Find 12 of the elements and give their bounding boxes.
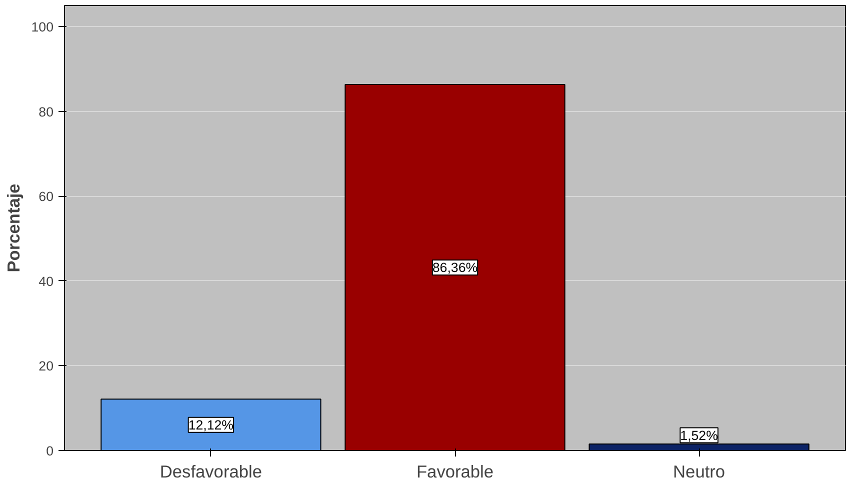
y-tick-label: 60 (38, 189, 54, 204)
y-tick-label: 80 (38, 104, 54, 120)
x-tick-label: Favorable (416, 462, 494, 482)
y-tick-label: 40 (38, 274, 54, 289)
data-label: 1,52% (680, 428, 718, 443)
y-axis-title: Porcentaje (3, 183, 24, 272)
x-tick-label: Desfavorable (160, 462, 262, 482)
y-tick-label: 0 (46, 444, 54, 458)
x-tick-label: Neutro (673, 462, 726, 482)
y-tick-label: 20 (38, 358, 54, 374)
y-tick-label: 100 (31, 20, 54, 35)
data-label: 12,12% (188, 417, 234, 432)
